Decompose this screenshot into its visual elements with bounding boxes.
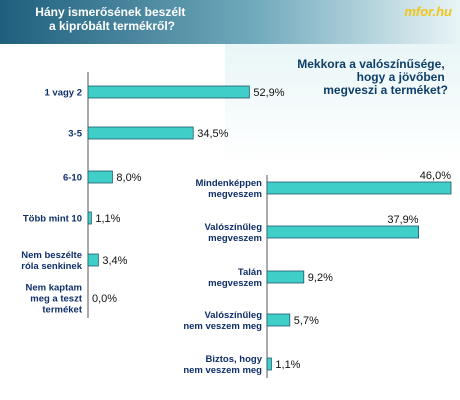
left-category-label-line: 3-5 xyxy=(68,129,82,140)
chart-left: 1 vagy 2 52,9% 3-5 34,5% 6-10 8,0% Több mint 1… xyxy=(21,72,285,318)
right-bar xyxy=(266,357,272,371)
right-value-label: 46,0% xyxy=(420,170,451,182)
right-category-label: Mindenképpen megveszem xyxy=(195,178,262,200)
left-value-label: 1,1% xyxy=(95,213,120,225)
right-chart-title: Mekkora a valószínűsége, hogy a jövőben … xyxy=(297,57,448,97)
right-category-label-line: megveszem xyxy=(208,233,262,244)
right-category-label-line: megveszem xyxy=(208,278,262,289)
right-bar xyxy=(266,313,291,327)
right-panel xyxy=(225,44,460,164)
left-category-label: 6-10 xyxy=(63,173,82,184)
right-value-label: 5,7% xyxy=(294,315,319,327)
right-category-label-line: Mindenképpen xyxy=(195,178,262,189)
left-category-label-line: Nem kaptam xyxy=(26,283,83,294)
left-bar xyxy=(87,85,250,99)
right-category-label: Valószínűleg megveszem xyxy=(204,222,262,244)
right-category-label-line: Valószínűleg xyxy=(204,310,262,321)
left-category-label: Több mint 10 xyxy=(23,214,82,225)
right-category-label-line: Talán xyxy=(238,267,262,278)
right-category-label-line: nem veszem meg xyxy=(183,365,262,376)
left-chart-title-line-2: a kipróbált termékről? xyxy=(49,19,175,33)
right-value-label: 9,2% xyxy=(308,272,333,284)
right-category-label-line: Biztos, hogy xyxy=(206,354,263,365)
left-category-label: Nem kaptam meg a teszt terméket xyxy=(26,283,83,316)
left-chart-title-line-1: Hány ismerősének beszélt xyxy=(35,5,185,19)
left-value-label: 0,0% xyxy=(92,293,117,305)
right-value-label: 1,1% xyxy=(275,359,300,371)
left-bar xyxy=(87,211,92,225)
left-category-label: 3-5 xyxy=(68,129,82,140)
right-value-label: 37,9% xyxy=(387,214,418,226)
right-category-label: Valószínűleg nem veszem meg xyxy=(183,310,262,332)
right-bar xyxy=(266,270,305,284)
left-value-label: 52,9% xyxy=(253,87,284,99)
right-category-label: Talán megveszem xyxy=(208,267,262,289)
right-chart-title-line-1: Mekkora a valószínűsége, xyxy=(297,57,444,71)
brand-logo: mfor.hu xyxy=(404,4,452,19)
left-category-label-line: 6-10 xyxy=(63,173,82,184)
left-category-label-line: meg a teszt xyxy=(30,294,83,305)
right-chart-title-line-2: hogy a jövőben xyxy=(357,70,445,84)
right-category-label-line: nem veszem meg xyxy=(183,321,262,332)
left-value-label: 3,4% xyxy=(102,255,127,267)
left-category-label-line: Nem beszélte xyxy=(21,250,82,261)
left-category-label: Nem beszélte róla senkinek xyxy=(21,250,82,272)
right-category-label-line: Valószínűleg xyxy=(204,222,262,233)
right-category-label: Biztos, hogy nem veszem meg xyxy=(183,354,262,376)
left-value-label: 34,5% xyxy=(197,128,228,140)
left-value-label: 8,0% xyxy=(116,172,141,184)
left-category-label-line: Több mint 10 xyxy=(23,214,82,225)
left-bar xyxy=(87,126,194,140)
left-category-label: 1 vagy 2 xyxy=(45,88,83,99)
header-band xyxy=(0,0,460,44)
left-category-label-line: róla senkinek xyxy=(21,261,82,272)
left-category-label-line: terméket xyxy=(42,305,82,316)
right-bar xyxy=(266,181,452,195)
right-category-label-line: megveszem xyxy=(208,189,262,200)
left-bar xyxy=(87,253,99,267)
left-bar xyxy=(87,170,113,184)
left-category-label-line: 1 vagy 2 xyxy=(45,88,83,99)
left-chart-title: Hány ismerősének beszélt a kipróbált ter… xyxy=(35,5,188,33)
right-bar xyxy=(266,225,420,239)
right-chart-title-line-3: megveszi a terméket? xyxy=(323,83,448,97)
